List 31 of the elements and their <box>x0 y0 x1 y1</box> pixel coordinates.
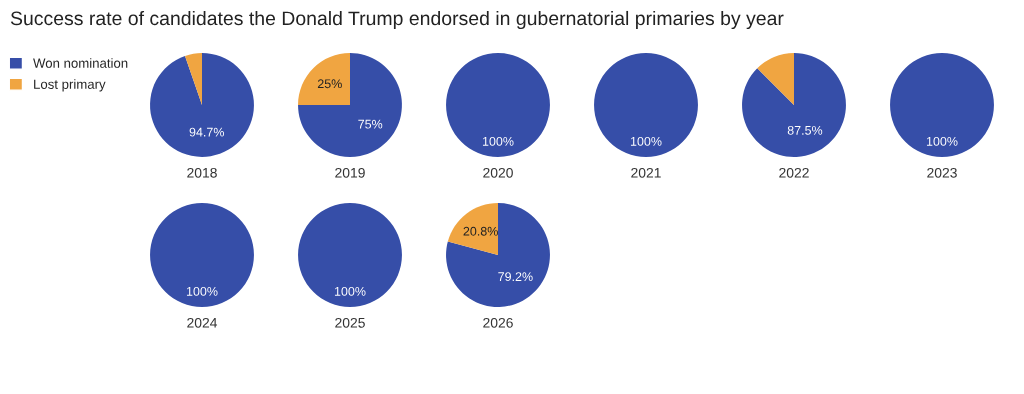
pie-slice <box>446 203 550 307</box>
text: 2019 <box>335 167 365 178</box>
data-label: 79.2% <box>498 272 533 282</box>
data-label: 25% <box>317 79 342 89</box>
pie-slice <box>150 53 254 157</box>
text: Success rate of candidates the Donald Trump endorsed in gubernatorial primaries by year <box>10 10 784 30</box>
data-label: 100% <box>482 136 514 146</box>
legend-label: Won nomination <box>33 58 128 68</box>
text: 2024 <box>187 317 218 328</box>
legend-label: Lost primary <box>34 79 106 92</box>
data-label: 75% <box>358 119 383 129</box>
data-label: 94.7% <box>189 127 225 137</box>
pie-slice <box>447 203 498 255</box>
pie-slice <box>298 53 402 157</box>
text: 2020 <box>483 167 513 178</box>
data-label: 100% <box>186 286 218 296</box>
data-label: 100% <box>630 136 662 146</box>
text: 2026 <box>483 317 513 328</box>
text: 2023 <box>927 167 957 178</box>
pie-slice <box>757 53 794 105</box>
data-label: 87.5% <box>787 125 823 135</box>
text: 2021 <box>631 167 661 178</box>
pie-slice <box>185 53 202 105</box>
data-label: 100% <box>926 136 958 146</box>
data-label: 100% <box>334 286 366 296</box>
data-label: 20.8% <box>463 226 498 236</box>
pie-slice <box>742 53 846 157</box>
text: 2022 <box>779 167 809 178</box>
text: 2018 <box>187 167 217 178</box>
pie-slice <box>298 53 350 105</box>
text: 2025 <box>335 317 365 328</box>
